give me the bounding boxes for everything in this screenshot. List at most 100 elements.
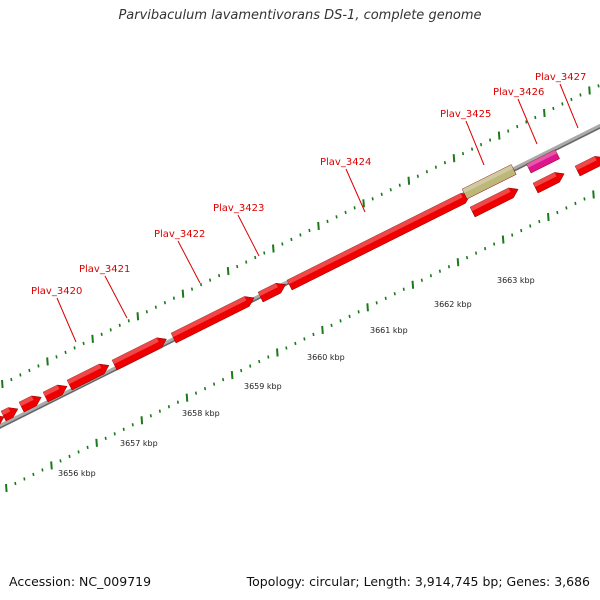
gene-arrow-3425-highlight: [470, 187, 511, 212]
gene-label: Plav_3422: [154, 229, 205, 240]
gene-label: Plav_3427: [535, 72, 586, 83]
tick-mark-lower: [411, 280, 415, 289]
gene-arrow-3424: [286, 193, 471, 291]
tick-mark-upper: [37, 364, 40, 368]
tick-mark-upper: [326, 219, 329, 224]
tick-mark-upper: [136, 312, 140, 321]
tick-mark-lower: [131, 423, 134, 427]
gene-arrow-3426-highlight: [533, 172, 557, 188]
tick-mark-lower: [429, 274, 432, 278]
tick-mark-lower: [456, 258, 460, 267]
tick-mark-upper: [199, 282, 203, 287]
tick-mark-upper: [561, 102, 564, 106]
tick-mark-upper: [263, 251, 266, 255]
tick-mark-upper: [145, 310, 148, 314]
kbp-label: 3661 kbp: [370, 326, 408, 335]
tick-mark-upper: [100, 332, 103, 336]
tick-mark-lower: [240, 368, 243, 373]
tick-mark-upper: [181, 289, 185, 298]
tick-mark-upper: [434, 165, 438, 169]
tick-mark-lower: [583, 197, 586, 201]
gene-arrow-3424-highlight: [287, 193, 463, 285]
tick-mark-upper: [46, 357, 49, 366]
tick-mark-lower: [258, 359, 261, 364]
tick-mark-upper: [190, 287, 194, 291]
gene-label: Plav_3426: [493, 87, 544, 98]
label-leaders: [56, 83, 579, 343]
gene-arrow-3422: [170, 296, 255, 344]
tick-mark-upper: [371, 197, 374, 201]
gene-arrow-small: [0, 416, 5, 425]
tick-mark-lower: [420, 278, 423, 282]
gene-arrow-small-highlight: [19, 395, 34, 407]
tick-mark-upper: [272, 244, 275, 253]
accession-text: Accession: NC_009719: [9, 574, 152, 589]
tick-mark-upper: [389, 188, 392, 192]
gene-label: Plav_3425: [440, 109, 491, 120]
tick-mark-upper: [507, 129, 510, 133]
leader-line: [517, 98, 538, 145]
tick-mark-upper: [425, 170, 428, 174]
tick-mark-upper: [218, 273, 221, 278]
tick-mark-upper: [597, 84, 600, 88]
tick-mark-upper: [353, 206, 356, 210]
tick-mark-lower: [447, 265, 451, 269]
leader-line: [465, 120, 485, 166]
tick-mark-upper: [407, 176, 411, 185]
gene-label: Plav_3421: [79, 264, 130, 275]
tick-mark-upper: [118, 323, 121, 327]
tick-mark-lower: [312, 332, 315, 337]
tick-mark-lower: [249, 364, 252, 368]
tick-mark-upper: [281, 242, 284, 246]
upper-tick-track: [1, 84, 600, 389]
tick-mark-upper: [335, 215, 338, 219]
tick-mark-upper: [534, 115, 537, 120]
tick-mark-upper: [317, 221, 320, 230]
gene-box-olive: [461, 164, 517, 200]
tick-mark-lower: [574, 201, 577, 206]
tick-mark-lower: [23, 477, 26, 481]
tick-mark-upper: [308, 228, 311, 233]
gene-arrow-3423-highlight: [258, 283, 278, 297]
leader-line: [559, 83, 579, 129]
tick-mark-lower: [32, 472, 35, 477]
tick-mark-upper: [416, 174, 419, 178]
tick-mark-lower: [176, 400, 180, 404]
tick-mark-lower: [493, 242, 496, 246]
genome-title: Parvibaculum lavamentivorans DS-1, compl…: [118, 8, 482, 23]
gene-track: [0, 149, 600, 425]
tick-mark-lower: [384, 296, 387, 300]
gene-labels: Plav_3420 Plav_3421 Plav_3422 Plav_3423 Plav…: [31, 72, 586, 297]
kbp-label: 3660 kbp: [307, 353, 345, 362]
tick-mark-lower: [185, 393, 189, 402]
tick-mark-upper: [109, 328, 112, 332]
tick-mark-upper: [362, 199, 365, 208]
gene-box-magenta-highlight: [526, 149, 557, 168]
tick-mark-lower: [501, 235, 505, 244]
tick-mark-upper: [588, 86, 591, 95]
tick-mark-upper: [398, 183, 401, 187]
tick-mark-upper: [127, 319, 130, 323]
tick-mark-upper: [290, 237, 293, 242]
leader-line: [177, 240, 201, 284]
tick-mark-upper: [154, 305, 157, 309]
gene-box-magenta: [526, 149, 560, 174]
tick-mark-lower: [230, 371, 234, 380]
tick-mark-lower: [402, 287, 405, 291]
tick-mark-upper: [73, 346, 76, 350]
gene-arrow-3426: [532, 172, 565, 194]
tick-mark-lower: [393, 292, 396, 296]
tick-mark-upper: [543, 108, 546, 118]
lower-tick-track: [5, 190, 595, 493]
tick-mark-lower: [122, 427, 125, 431]
gene-arrow-small-highlight: [1, 407, 11, 416]
tick-mark-lower: [14, 481, 17, 486]
tick-mark-lower: [59, 459, 62, 463]
tick-mark-upper: [236, 264, 239, 269]
tick-mark-lower: [113, 432, 116, 436]
tick-mark-lower: [5, 483, 8, 493]
leader-line: [104, 275, 128, 319]
tick-mark-lower: [465, 255, 469, 260]
tick-mark-lower: [158, 409, 161, 413]
topology-text: Topology: circular; Length: 3,914,745 bp…: [246, 574, 590, 589]
